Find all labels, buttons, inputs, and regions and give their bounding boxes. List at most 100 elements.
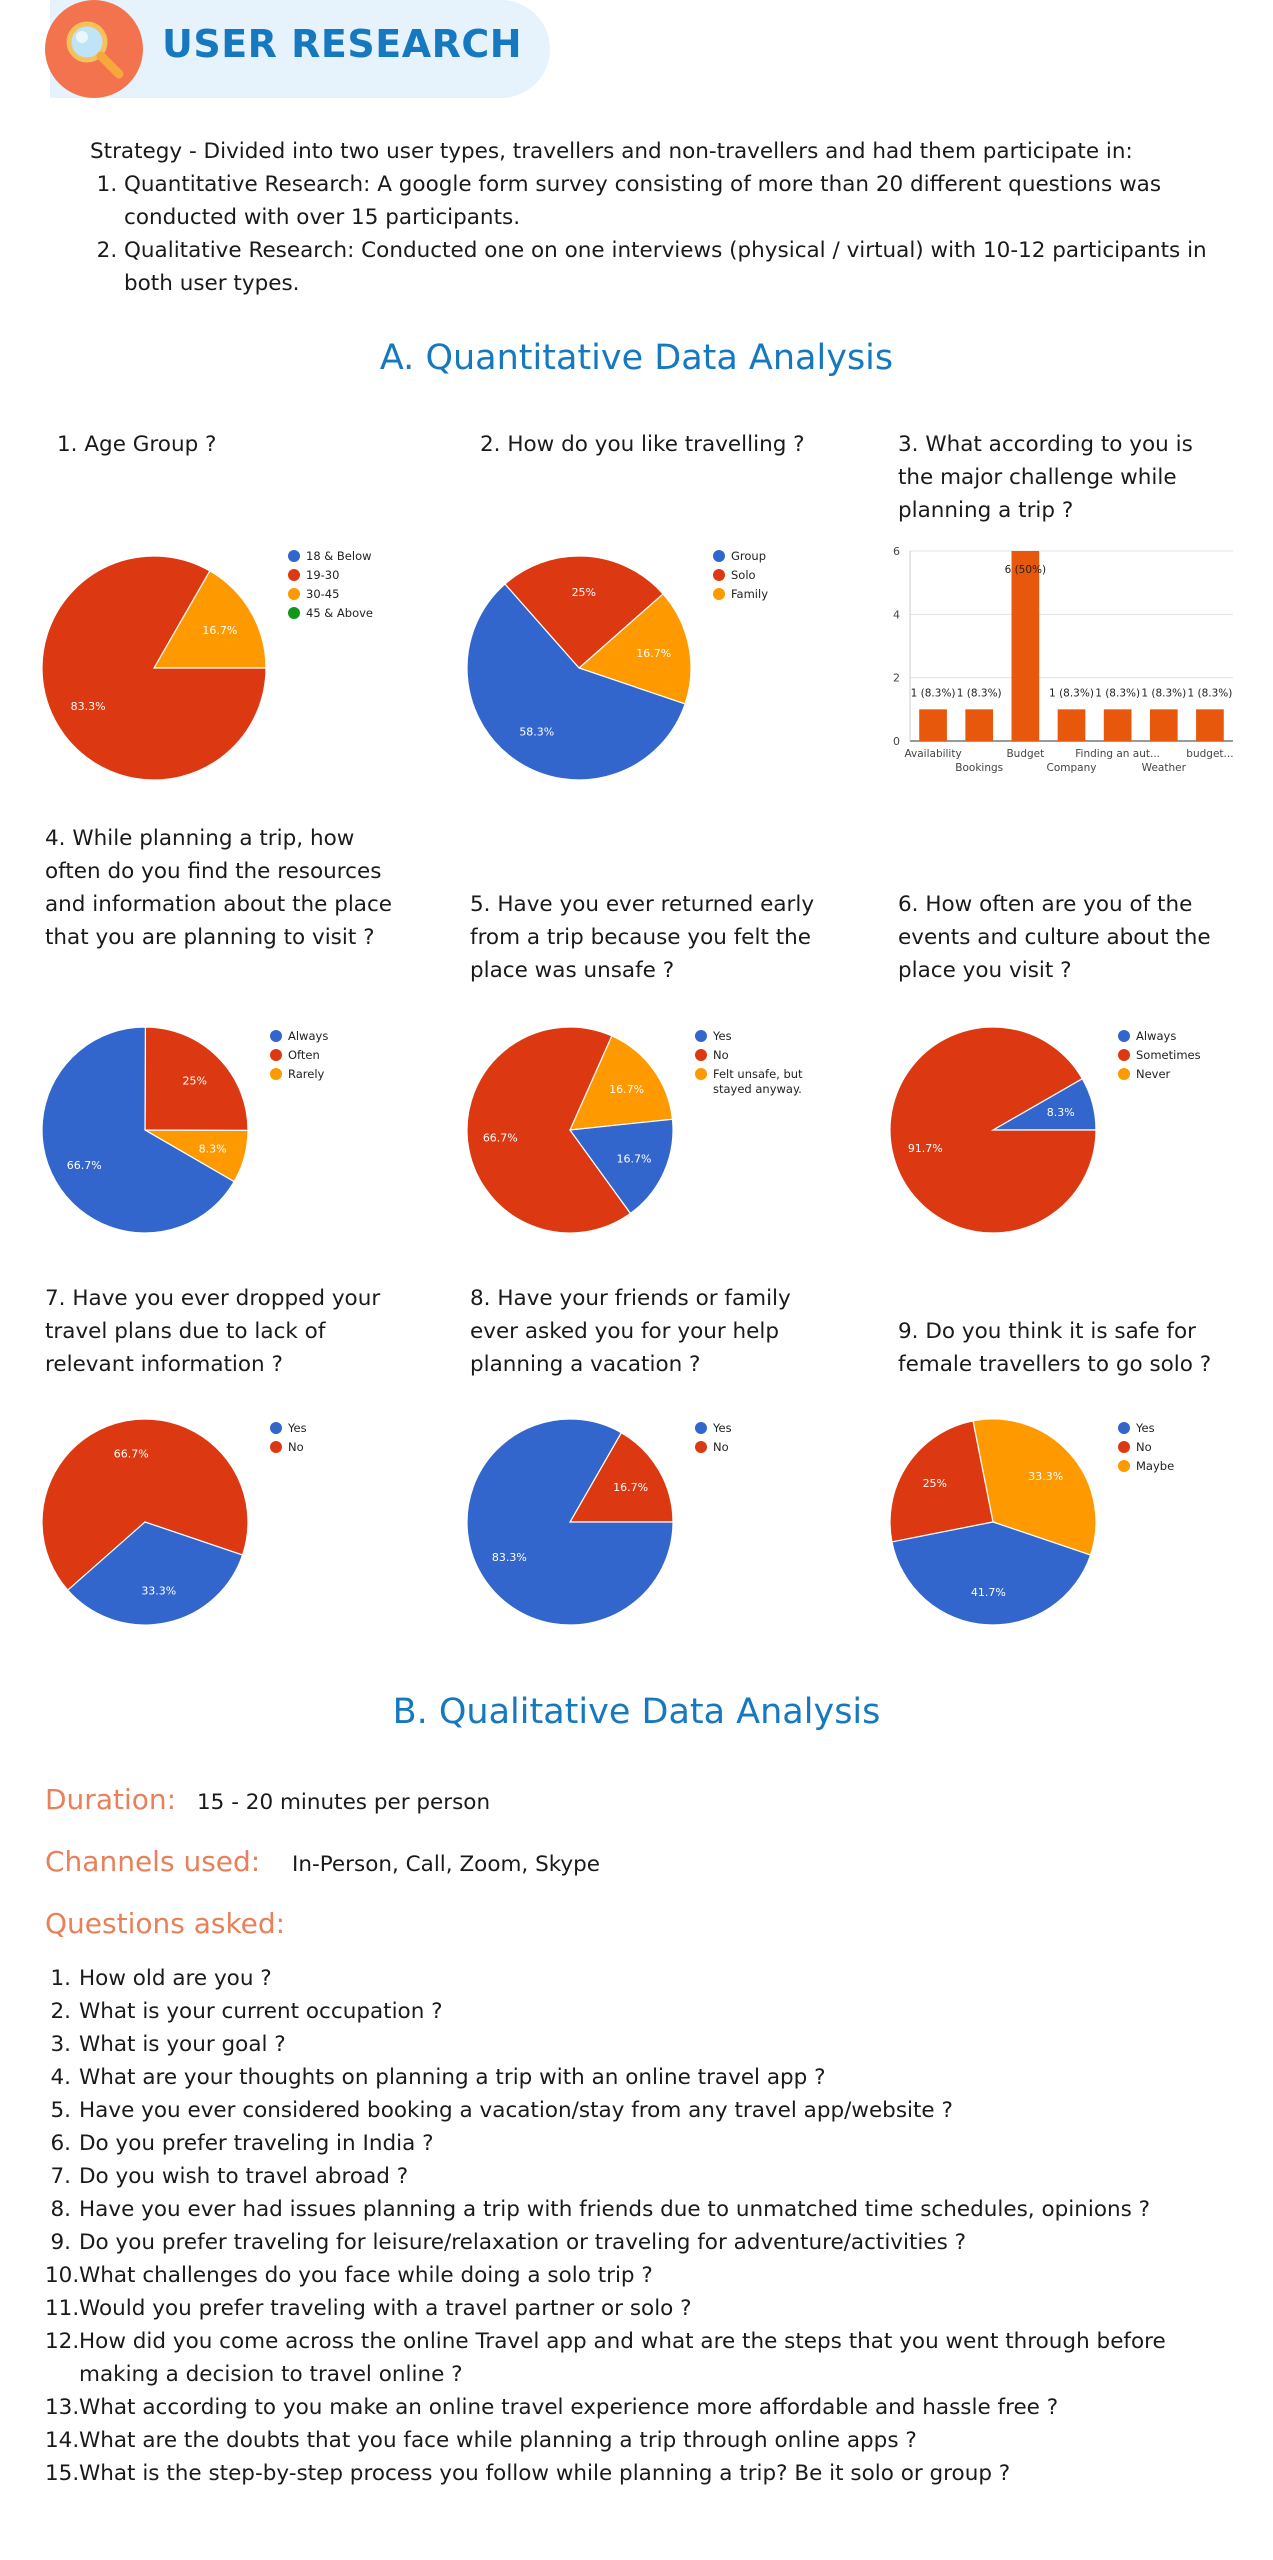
bar (919, 709, 947, 741)
question-text: What is your current occupation ? (79, 1999, 443, 2024)
legend-label: Sometimes (1136, 1048, 1201, 1062)
pie-slice (41, 555, 267, 781)
bar (1196, 709, 1224, 741)
pie-slice-label: 33.3% (1028, 1470, 1063, 1483)
pie-chart-asked-help: 16.7% 83.3% Yes No (465, 1412, 825, 1686)
legend-marker (1118, 1030, 1130, 1042)
pie-chart-travel-style: 16.7% 25% 58.3% Group Solo Family (465, 540, 825, 814)
legend-label: Yes (712, 1421, 732, 1435)
question-text: Do you wish to travel abroad ? (79, 2164, 409, 2189)
pie-slice-label: 33.3% (141, 1585, 176, 1598)
question-number: 1. (50, 1966, 71, 1991)
legend-marker (270, 1422, 282, 1434)
pie-chart-age-group: 16.7% 83.3% 18 & Below 19-30 30-45 45 & Above (40, 540, 400, 814)
x-tick-label: Budget (1006, 748, 1044, 760)
pie-svg: 16.7% 83.3% 18 & Below 19-30 30-45 45 & Above (41, 549, 373, 781)
bar-value-label: 1 (8.3%) (911, 687, 956, 699)
bar (1011, 551, 1040, 741)
legend-label: Always (1136, 1029, 1176, 1043)
pie-slice-label: 16.7% (613, 1481, 648, 1494)
pie-chart-dropped-plans: 66.7% 33.3% Yes No (40, 1412, 400, 1686)
question-text: What are the doubts that you face while … (79, 2428, 917, 2453)
question-text: Do you prefer traveling in India ? (79, 2131, 434, 2156)
bar-chart-challenge: 0 2 4 6 1 (8.3%) Availability 1 (8.3%) Bookings… (888, 545, 1238, 779)
pie-chart-female-solo: 33.3% 25% 41.7% Yes No Maybe (888, 1412, 1248, 1686)
legend-label: Maybe (1136, 1459, 1174, 1473)
pie-slice (568, 1118, 674, 1215)
question-title-5: 5. Have you ever returned early from a t… (470, 892, 815, 983)
legend-label: 45 & Above (306, 606, 373, 620)
question-text: What are your thoughts on planning a tri… (79, 2065, 826, 2090)
pie-slice-label: 16.7% (609, 1083, 644, 1096)
question-title-7: 7. Have you ever dropped your travel pla… (45, 1286, 381, 1377)
question-text: What challenges do you face while doing … (79, 2263, 653, 2288)
bar-svg: 0 2 4 6 1 (8.3%) Availability 1 (8.3%) Bookings… (893, 545, 1234, 774)
legend-label: Solo (731, 568, 756, 582)
legend-label: Often (288, 1048, 320, 1062)
x-tick-label: Company (1047, 762, 1097, 774)
question-text: Do you prefer traveling for leisure/rela… (79, 2230, 967, 2255)
interview-question: 5. Have you ever considered booking a vac… (45, 2094, 1235, 2127)
legend-label: Family (731, 587, 768, 601)
pie-slice-label: 16.7% (636, 647, 671, 660)
question-number: 13. (45, 2395, 80, 2420)
pie-slice-label: 8.3% (1047, 1106, 1075, 1119)
question-text: Have you ever had issues planning a trip… (79, 2197, 1151, 2222)
interview-question: 10. What challenges do you face while doi… (45, 2259, 1235, 2292)
pie-slice-label: 25% (182, 1075, 206, 1088)
legend-label: No (288, 1440, 304, 1454)
legend-label: stayed anyway. (713, 1082, 802, 1096)
legend-marker (1118, 1068, 1130, 1080)
pie-slice-label: 25% (572, 586, 596, 599)
strategy-list: Quantitative Research: A google form sur… (124, 168, 1210, 300)
pie-slice (891, 1521, 1092, 1626)
pie-svg: 8.3% 91.7% Always Sometimes Never (889, 1026, 1201, 1234)
pie-slice (889, 1026, 1097, 1234)
x-tick-label: Bookings (955, 762, 1003, 774)
question-title-3: 3. What according to you is the major ch… (898, 432, 1193, 523)
question-number: 5. (50, 2098, 71, 2123)
interview-question: 12. How did you come across the online Tr… (45, 2325, 1235, 2391)
legend-label: Always (288, 1029, 328, 1043)
question-number: 11. (45, 2296, 80, 2321)
legend-label: Rarely (288, 1067, 325, 1081)
pie-svg: 66.7% 33.3% Yes No (41, 1418, 307, 1626)
legend-marker (270, 1068, 282, 1080)
pie-chart-returned-early: 16.7% 66.7% 16.7% Yes No Felt unsafe, but stay… (465, 1020, 825, 1294)
x-tick-label: Availability (904, 748, 961, 760)
interview-question: 8. Have you ever had issues planning a tr… (45, 2193, 1235, 2226)
question-text: Have you ever considered booking a vacat… (79, 2098, 953, 2123)
interview-question: 13. What according to you make an online … (45, 2391, 1235, 2424)
bar (965, 709, 994, 741)
legend-marker (1118, 1441, 1130, 1453)
legend-label: No (1136, 1440, 1152, 1454)
legend-marker (695, 1030, 707, 1042)
legend-marker (270, 1049, 282, 1061)
question-title-6: 6. How often are you of the events and c… (898, 892, 1211, 983)
pie-slice (577, 593, 692, 705)
legend-marker (288, 588, 300, 600)
strategy-item: Quantitative Research: A google form sur… (124, 168, 1210, 234)
question-text: How old are you ? (79, 1966, 272, 1991)
bar-value-label: 1 (8.3%) (957, 687, 1002, 699)
x-tick-label: budget... (1186, 748, 1233, 760)
bar-value-label: 1 (8.3%) (1141, 687, 1186, 699)
pie-slice (466, 1026, 632, 1234)
legend-marker (695, 1049, 707, 1061)
legend-marker (1118, 1422, 1130, 1434)
interview-question: 9. Do you prefer traveling for leisure/re… (45, 2226, 1235, 2259)
pie-chart-events-awareness: 8.3% 91.7% Always Sometimes Never (888, 1020, 1248, 1294)
question-number: 3. (50, 2032, 71, 2057)
question-title-2: 2. How do you like travelling ? (480, 432, 805, 457)
interview-question: 6. Do you prefer traveling in India ? (45, 2127, 1235, 2160)
legend-label: Group (731, 549, 766, 563)
question-number: 8. (50, 2197, 71, 2222)
question-number: 6. (50, 2131, 71, 2156)
legend-marker (695, 1422, 707, 1434)
question-text: What is your goal ? (79, 2032, 286, 2057)
channels-label: Channels used: (45, 1845, 261, 1878)
bar-value-label: 6 (50%) (1005, 564, 1047, 576)
legend-marker (288, 607, 300, 619)
pie-slice-label: 83.3% (492, 1551, 527, 1564)
pie-slice-label: 66.7% (483, 1131, 518, 1144)
